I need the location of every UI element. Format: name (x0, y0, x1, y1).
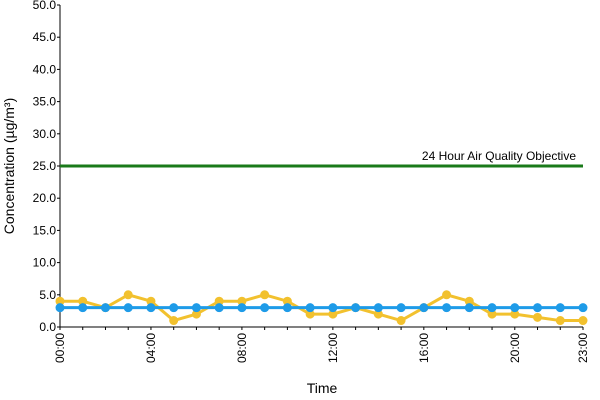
data-point (510, 303, 520, 313)
x-tick-label: 08:00 (235, 333, 249, 363)
x-axis-label: Time (307, 380, 338, 396)
y-tick-label: 10.0 (33, 256, 57, 270)
y-tick-label: 0.0 (39, 320, 56, 334)
data-point (237, 303, 247, 313)
data-point (533, 312, 543, 322)
data-point (351, 303, 361, 313)
data-point (260, 290, 270, 300)
data-point (396, 316, 406, 326)
data-point (396, 303, 406, 313)
data-point (282, 303, 292, 313)
data-point (487, 303, 497, 313)
data-point (578, 316, 588, 326)
y-tick-label: 30.0 (33, 127, 57, 141)
data-point (442, 290, 452, 300)
data-point (100, 303, 110, 313)
data-point (123, 303, 133, 313)
objective-label: 24 Hour Air Quality Objective (422, 149, 576, 163)
data-point (464, 303, 474, 313)
y-tick-label: 25.0 (33, 159, 57, 173)
data-point (328, 303, 338, 313)
x-tick-label: 23:00 (576, 333, 590, 363)
data-point (260, 303, 270, 313)
data-point (555, 303, 565, 313)
data-point (373, 303, 383, 313)
data-point (214, 303, 224, 313)
y-tick-label: 40.0 (33, 62, 57, 76)
y-tick-label: 45.0 (33, 30, 57, 44)
data-point (78, 303, 88, 313)
data-point (555, 316, 565, 326)
data-point (169, 316, 179, 326)
data-point (55, 303, 65, 313)
data-point (442, 303, 452, 313)
x-tick-label: 16:00 (417, 333, 431, 363)
data-point (169, 303, 179, 313)
x-tick-label: 04:00 (144, 333, 158, 363)
y-tick-label: 50.0 (33, 0, 57, 12)
data-point (305, 303, 315, 313)
data-point (146, 303, 156, 313)
y-axis-label: Concentration (µg/m³) (1, 98, 17, 234)
x-tick-label: 12:00 (326, 333, 340, 363)
data-point (191, 303, 201, 313)
y-tick-label: 35.0 (33, 95, 57, 109)
x-tick-label: 20:00 (508, 333, 522, 363)
data-point (123, 290, 133, 300)
y-tick-label: 5.0 (39, 288, 56, 302)
data-point (533, 303, 543, 313)
y-tick-label: 15.0 (33, 223, 57, 237)
data-point (578, 303, 588, 313)
data-point (419, 303, 429, 313)
x-tick-label: 00:00 (53, 333, 67, 363)
y-tick-label: 20.0 (33, 191, 57, 205)
